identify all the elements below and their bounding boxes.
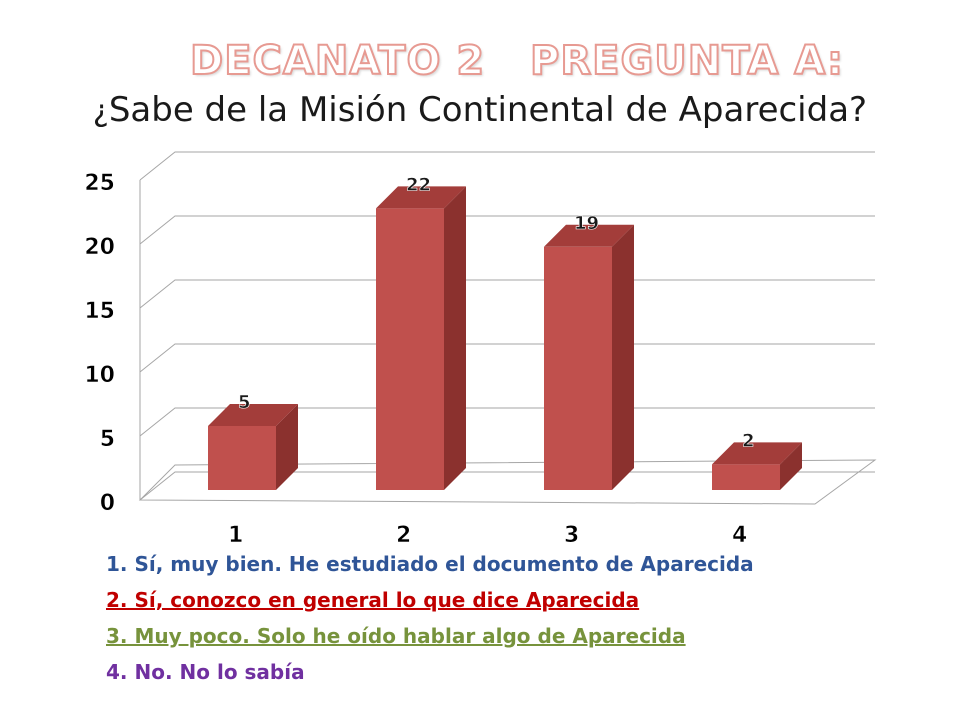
bar-side [276, 404, 298, 490]
x-tick-label: 3 [564, 523, 579, 548]
y-axis-ticks: 0 5 10 15 20 25 [84, 171, 115, 517]
gridline [139, 215, 875, 245]
gridline [139, 407, 875, 437]
y-tick-label: 20 [84, 235, 115, 260]
bar-2 [376, 186, 466, 490]
y-tick-label: 10 [84, 363, 115, 388]
bar-4 [712, 442, 802, 490]
bar-front [544, 246, 612, 490]
data-labels: 5 22 19 2 [238, 174, 755, 452]
legend-text-3: 3. Muy poco. Solo he oído hablar algo de… [106, 624, 686, 648]
bar-top [376, 186, 466, 209]
bar-1 [208, 404, 298, 490]
header-row: DECANATO 2 PREGUNTA A: [0, 37, 960, 94]
x-tick-label: 1 [228, 523, 243, 548]
bar-top [712, 442, 802, 465]
data-label: 22 [406, 174, 431, 195]
legend-text-2: 2. Sí, conozco en general lo que dice Ap… [106, 588, 640, 612]
bar-side [444, 186, 466, 490]
answer-legend: 1. Sí, muy bien. He estudiado el documen… [106, 546, 926, 690]
y-tick-label: 15 [84, 299, 115, 324]
bar-front [208, 426, 276, 490]
legend-item-2: 2. Sí, conozco en general lo que dice Ap… [106, 582, 926, 618]
gridline [139, 343, 875, 373]
data-label: 2 [742, 430, 755, 451]
legend-text-1: 1. Sí, muy bien. He estudiado el documen… [106, 552, 754, 576]
legend-item-4: 4. No. No lo sabía [106, 654, 926, 690]
bar-top [208, 404, 298, 426]
legend-text-4: 4. No. No lo sabía [106, 660, 305, 684]
bar-front [376, 208, 444, 490]
data-label: 5 [238, 392, 251, 413]
gridline [139, 151, 875, 181]
bar-side [780, 442, 802, 490]
bar-side [612, 224, 634, 491]
y-tick-label: 5 [100, 427, 115, 452]
x-tick-label: 4 [732, 523, 747, 548]
legend-item-1: 1. Sí, muy bien. He estudiado el documen… [106, 546, 926, 582]
legend-item-3: 3. Muy poco. Solo he oído hablar algo de… [106, 618, 926, 654]
bar-top [544, 224, 634, 247]
x-axis-ticks: 1 2 3 4 [228, 523, 748, 549]
chart-floor [138, 459, 877, 505]
gridline [139, 279, 875, 309]
chart-grid [138, 151, 877, 505]
y-tick-label: 0 [100, 491, 115, 516]
x-tick-label: 2 [396, 523, 411, 548]
question-text: ¿Sabe de la Misión Continental de Aparec… [0, 90, 960, 130]
deanery-title: DECANATO 2 [189, 37, 486, 85]
question-close-mark: ? [849, 90, 868, 130]
question-body: Sabe de la Misión Continental de Apareci… [108, 90, 850, 130]
y-tick-label: 25 [84, 171, 115, 196]
bar-front [712, 464, 780, 490]
bar-3 [544, 224, 634, 491]
question-number-title: PREGUNTA A: [529, 37, 844, 85]
data-label: 19 [574, 213, 599, 234]
gridline [139, 471, 875, 501]
question-open-mark: ¿ [92, 94, 109, 129]
chart-bars [208, 186, 802, 491]
